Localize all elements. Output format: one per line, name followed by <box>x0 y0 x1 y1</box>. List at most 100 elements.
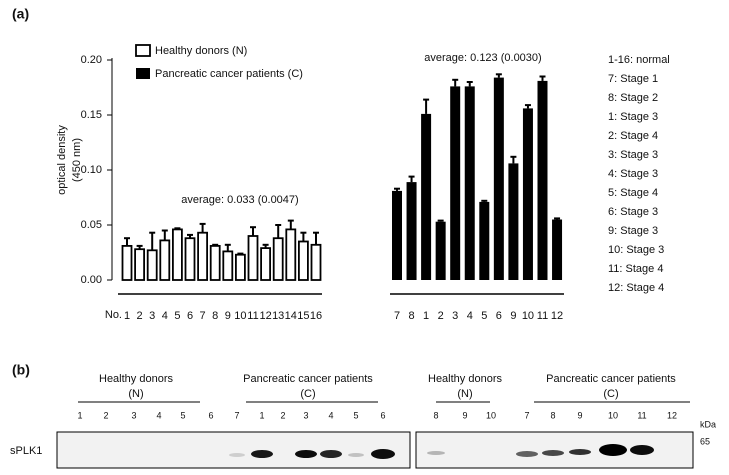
bar <box>435 221 446 280</box>
stage-label: 11: Stage 4 <box>608 263 663 275</box>
group-label: (N) <box>457 388 472 400</box>
legend-swatch <box>136 68 150 79</box>
x-tick-label: 2 <box>137 310 143 322</box>
group-label: (C) <box>300 388 315 400</box>
bar <box>552 219 563 280</box>
bar <box>234 253 246 281</box>
stage-label: 9: Stage 3 <box>608 225 658 237</box>
x-tick-label: 6 <box>187 310 193 322</box>
lane-label: 1 <box>259 410 264 420</box>
bar <box>421 113 432 281</box>
stage-label: 4: Stage 3 <box>608 168 658 180</box>
lane-label: 8 <box>550 410 555 420</box>
x-tick-label: 10 <box>522 310 534 322</box>
y-tick-label: 0.05 <box>81 219 102 231</box>
bar <box>272 237 284 281</box>
x-tick-label: 1 <box>423 310 429 322</box>
x-tick-label: 2 <box>438 310 444 322</box>
stage-label: 2: Stage 4 <box>608 130 658 142</box>
bar <box>392 190 402 280</box>
row-label: sPLK1 <box>10 445 42 457</box>
panel-label: (b) <box>12 362 30 378</box>
stage-label: 5: Stage 4 <box>608 187 658 199</box>
bar <box>222 250 234 281</box>
bar <box>450 86 461 281</box>
legend-label: Pancreatic cancer patients (C) <box>155 68 303 80</box>
bar <box>121 244 133 281</box>
lane-label: 9 <box>577 410 582 420</box>
stage-label: 12: Stage 4 <box>608 282 664 294</box>
bar <box>406 182 417 280</box>
x-tick-label: 4 <box>162 310 168 322</box>
lane-label: 3 <box>131 410 136 420</box>
x-tick-label: 12 <box>259 310 271 322</box>
stage-label: 3: Stage 3 <box>608 149 658 161</box>
x-tick-label: 5 <box>174 310 180 322</box>
y-tick-label: 0.15 <box>81 109 102 121</box>
x-tick-label: 1 <box>124 310 130 322</box>
lane-label: 2 <box>280 410 285 420</box>
lane-label: 10 <box>486 410 496 420</box>
y-axis-label: optical density <box>56 125 68 195</box>
x-tick-label: 11 <box>247 310 258 322</box>
bands <box>229 444 654 459</box>
bar <box>479 201 490 280</box>
legend-swatch <box>135 44 151 57</box>
legend-label: Healthy donors (N) <box>155 45 247 57</box>
marker-label: 65 <box>700 436 710 446</box>
annotation: average: 0.033 (0.0047) <box>181 194 298 206</box>
lane-label: 11 <box>637 410 646 420</box>
unit-label: kDa <box>700 419 716 429</box>
bar <box>159 239 171 281</box>
x-tick-label: 7 <box>200 310 206 322</box>
x-tick-label: 11 <box>537 310 548 322</box>
x-tick-label: 3 <box>452 310 458 322</box>
x-tick-label: 8 <box>408 310 414 322</box>
bar <box>464 86 475 281</box>
x-axis-label: No. <box>105 309 122 321</box>
stage-label: 1-16: normal <box>608 54 670 66</box>
bar <box>171 228 183 281</box>
lane-label: 7 <box>234 410 239 420</box>
lane-label: 9 <box>462 410 467 420</box>
x-tick-label: 5 <box>481 310 487 322</box>
bar <box>260 247 272 281</box>
x-tick-label: 6 <box>496 310 502 322</box>
x-tick-label: 15 <box>297 310 309 322</box>
y-tick-label: 0.20 <box>81 54 102 66</box>
group-label: (N) <box>128 388 143 400</box>
group-label: Healthy donors <box>99 373 173 385</box>
lane-label: 12 <box>667 410 677 420</box>
bar <box>197 231 209 281</box>
x-tick-label: 14 <box>285 310 297 322</box>
lane-label: 4 <box>328 410 333 420</box>
x-tick-label: 16 <box>310 310 322 322</box>
y-tick-label: 0.10 <box>81 164 102 176</box>
lane-label: 4 <box>156 410 161 420</box>
stage-label: 8: Stage 2 <box>608 92 658 104</box>
stage-label: 6: Stage 3 <box>608 206 658 218</box>
x-tick-label: 10 <box>234 310 246 322</box>
annotation: average: 0.123 (0.0030) <box>424 52 541 64</box>
panel-label: (a) <box>12 6 29 22</box>
x-tick-label: 12 <box>551 310 563 322</box>
lane-label: 7 <box>524 410 529 420</box>
x-tick-label: 9 <box>510 310 516 322</box>
lane-label: 6 <box>208 410 213 420</box>
lane-label: 5 <box>353 410 358 420</box>
lane-label: 2 <box>103 410 108 420</box>
group-label: (C) <box>603 388 618 400</box>
bar <box>310 243 322 281</box>
x-tick-label: 13 <box>272 310 284 322</box>
bar <box>297 240 309 281</box>
y-tick-label: 0.00 <box>81 274 102 286</box>
bar <box>537 80 548 281</box>
stage-label: 10: Stage 3 <box>608 244 664 256</box>
x-tick-label: 3 <box>149 310 155 322</box>
lane-label: 10 <box>608 410 618 420</box>
bar <box>134 248 146 281</box>
x-tick-label: 4 <box>467 310 473 322</box>
bar <box>146 249 158 281</box>
bar <box>209 244 221 281</box>
